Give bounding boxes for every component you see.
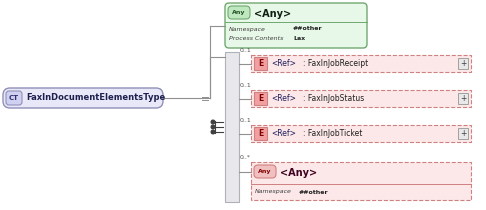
Text: Namespace: Namespace: [255, 189, 292, 194]
Text: Lax: Lax: [293, 37, 305, 42]
Bar: [458, 128, 468, 139]
Bar: [254, 57, 267, 70]
Bar: [254, 127, 267, 140]
Circle shape: [211, 130, 215, 134]
Text: Any: Any: [232, 10, 246, 15]
Text: 0..*: 0..*: [240, 155, 251, 160]
Bar: [251, 125, 471, 142]
FancyBboxPatch shape: [228, 6, 250, 19]
Text: +: +: [460, 94, 466, 103]
FancyBboxPatch shape: [225, 3, 367, 48]
Text: <Any>: <Any>: [254, 9, 291, 19]
Text: ##other: ##other: [299, 189, 329, 194]
Text: Namespace: Namespace: [229, 26, 266, 32]
Text: E: E: [258, 59, 263, 68]
Text: FaxInDocumentElementsType: FaxInDocumentElementsType: [26, 93, 165, 102]
Bar: [251, 162, 471, 200]
Bar: [458, 93, 468, 104]
Text: : FaxInJobReceipt: : FaxInJobReceipt: [303, 59, 368, 68]
Text: 0..1: 0..1: [240, 118, 252, 123]
Text: Any: Any: [258, 169, 272, 174]
Circle shape: [211, 125, 215, 129]
Text: : FaxInJobStatus: : FaxInJobStatus: [303, 94, 364, 103]
Text: <Any>: <Any>: [280, 168, 317, 178]
Text: <Ref>: <Ref>: [271, 59, 296, 68]
Text: 0..1: 0..1: [240, 48, 252, 53]
Text: CT: CT: [9, 95, 19, 101]
Text: +: +: [460, 59, 466, 68]
Text: 0..1: 0..1: [240, 83, 252, 88]
FancyBboxPatch shape: [3, 88, 163, 108]
Text: <Ref>: <Ref>: [271, 94, 296, 103]
Text: +: +: [460, 129, 466, 138]
Text: : FaxInJobTicket: : FaxInJobTicket: [303, 129, 363, 138]
Text: E: E: [258, 129, 263, 138]
Text: <Ref>: <Ref>: [271, 129, 296, 138]
FancyBboxPatch shape: [6, 91, 22, 105]
Text: Process Contents: Process Contents: [229, 37, 283, 42]
Bar: [458, 58, 468, 69]
Text: E: E: [258, 94, 263, 103]
Text: ##other: ##other: [293, 26, 323, 32]
Bar: [225, 52, 239, 202]
FancyBboxPatch shape: [254, 165, 276, 178]
Bar: [251, 55, 471, 72]
Bar: [254, 92, 267, 105]
Circle shape: [211, 120, 215, 124]
Bar: [251, 90, 471, 107]
